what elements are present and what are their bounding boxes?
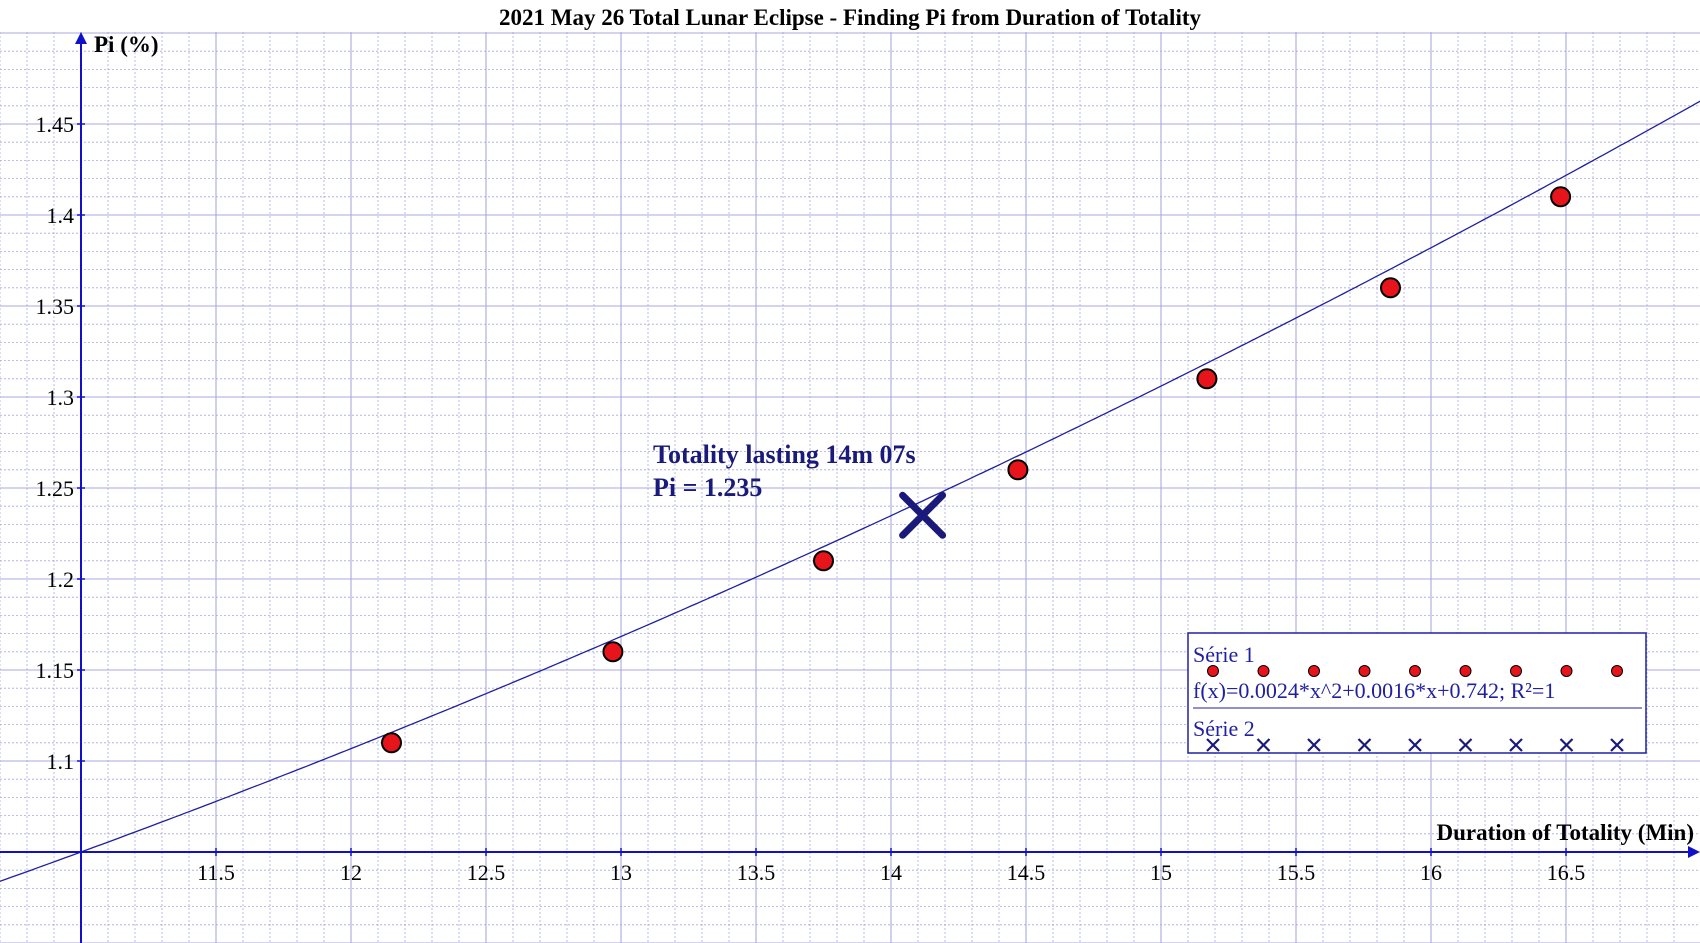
- legend-marker-x: [1610, 738, 1624, 752]
- series-1-point: [1550, 186, 1572, 208]
- legend-label-series-2: Série 2: [1193, 716, 1255, 741]
- x-tick-label: 16.5: [1547, 860, 1586, 885]
- y-tick-label: 1.1: [47, 749, 75, 774]
- fit-curve-layer: [0, 100, 1700, 882]
- series-1-point: [1380, 277, 1401, 299]
- legend-marker-x-stroke: [1307, 738, 1321, 752]
- legend-marker-circle: [1560, 665, 1573, 677]
- y-tick-label: 1.15: [36, 658, 75, 683]
- legend-marker-x-stroke: [1610, 738, 1624, 752]
- legend-label-series-1: Série 1: [1193, 642, 1255, 667]
- legend-marker-circle: [1459, 665, 1472, 677]
- legend-marker-x-stroke: [1559, 738, 1574, 752]
- legend-markers-series-2: [1206, 738, 1624, 752]
- y-axis-arrow: [75, 32, 87, 44]
- legend: Série 1 f(x)=0.0024*x^2+0.0016*x+0.742; …: [1187, 632, 1647, 754]
- annotation: Totality lasting 14m 07s Pi = 1.235: [653, 440, 916, 502]
- series-1-point: [602, 641, 624, 663]
- x-tick-label: 14: [880, 860, 902, 885]
- x-tick-label: 15: [1150, 860, 1172, 885]
- legend-marker-x: [1559, 738, 1574, 752]
- x-axis-arrow: [1688, 846, 1700, 858]
- x-tick-label: 12: [340, 860, 362, 885]
- x-tick-label: 15.5: [1277, 860, 1316, 885]
- annotation-line-2: Pi = 1.235: [653, 473, 762, 502]
- legend-marker-x-stroke: [1206, 738, 1220, 752]
- x-tick-label: 11.5: [197, 860, 235, 885]
- legend-marker-x: [1307, 738, 1321, 752]
- legend-marker-circle: [1409, 665, 1421, 677]
- legend-box: [1187, 632, 1647, 754]
- series-2-point: [899, 491, 947, 539]
- legend-marker-circle: [1308, 665, 1320, 677]
- legend-marker-x: [1458, 738, 1473, 752]
- series-1-point: [1007, 459, 1029, 481]
- y-tick-label: 1.2: [47, 567, 75, 592]
- legend-marker-circle: [1611, 665, 1623, 677]
- y-tick-label: 1.45: [36, 112, 75, 137]
- series-2-point-stroke: [899, 491, 947, 539]
- legend-marker-circle: [1510, 665, 1522, 677]
- legend-marker-x: [1256, 738, 1271, 752]
- x-tick-label: 16: [1420, 860, 1442, 885]
- legend-marker-x-stroke: [1458, 738, 1473, 752]
- y-tick-label: 1.25: [36, 476, 75, 501]
- legend-marker-circle: [1207, 665, 1219, 677]
- x-tick-label: 14.5: [1007, 860, 1046, 885]
- legend-marker-x: [1408, 738, 1422, 752]
- legend-marker-x-stroke: [1509, 738, 1523, 752]
- legend-markers-series-1: [1207, 665, 1623, 677]
- legend-marker-x: [1206, 738, 1220, 752]
- axes: [0, 32, 1700, 943]
- legend-marker-x-stroke: [1408, 738, 1422, 752]
- annotation-line-1: Totality lasting 14m 07s: [653, 440, 916, 469]
- y-tick-label: 1.4: [47, 203, 75, 228]
- fit-curve: [0, 100, 1700, 882]
- x-axis-label: Duration of Totality (Min): [1437, 820, 1694, 845]
- y-tick-label: 1.35: [36, 294, 75, 319]
- x-tick-label: 12.5: [467, 860, 506, 885]
- series-1-point: [381, 732, 402, 754]
- series-1-point: [813, 550, 834, 572]
- legend-marker-x: [1357, 738, 1372, 752]
- legend-marker-x-stroke: [1357, 738, 1372, 752]
- tick-labels: 11.5 12 12.5 13 13.5 14 14.5 15 15.5 16 16.5 1.1 1.1…: [36, 112, 1586, 885]
- legend-label-fit: f(x)=0.0024*x^2+0.0016*x+0.742; R²=1: [1193, 678, 1555, 703]
- legend-marker-x-stroke: [1256, 738, 1271, 752]
- y-tick-label: 1.3: [47, 385, 75, 410]
- series-1-point: [1196, 368, 1218, 390]
- legend-marker-circle: [1257, 665, 1270, 677]
- y-axis-label: Pi (%): [94, 32, 159, 57]
- major-grid: [0, 32, 1700, 943]
- legend-marker-circle: [1358, 665, 1371, 677]
- data-marks: [381, 186, 1572, 754]
- x-tick-label: 13: [610, 860, 632, 885]
- x-tick-label: 13.5: [737, 860, 776, 885]
- legend-marker-x: [1509, 738, 1523, 752]
- chart-title: 2021 May 26 Total Lunar Eclipse - Findin…: [499, 5, 1202, 30]
